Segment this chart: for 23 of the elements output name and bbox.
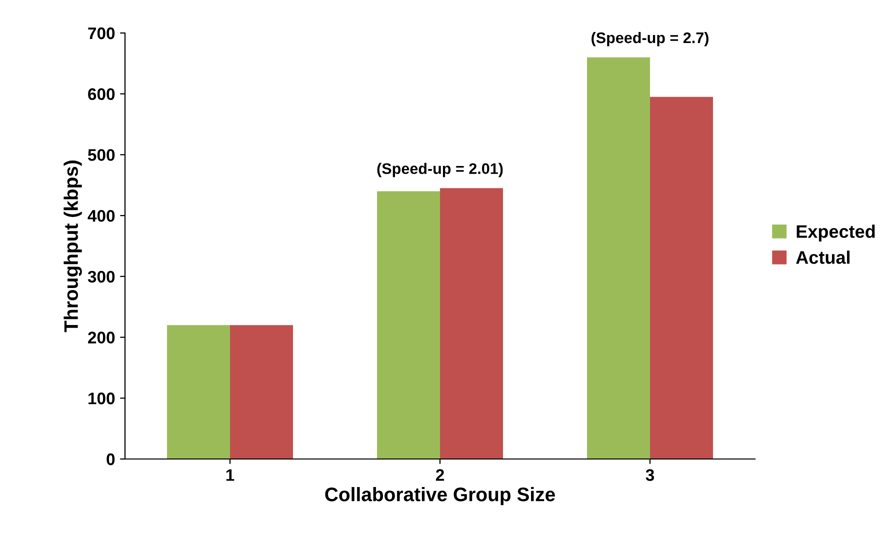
y-tick-label: 500: [88, 149, 115, 161]
legend-label: Actual: [796, 250, 850, 264]
y-tick-label: 600: [88, 88, 115, 100]
x-tick-label: 1: [226, 469, 234, 481]
x-axis-title: Collaborative Group Size: [325, 487, 555, 506]
y-tick-label: 400: [88, 210, 115, 222]
bar: [440, 188, 503, 459]
annotation: (Speed-up = 2.7): [592, 32, 708, 46]
y-tick-label: 700: [88, 27, 115, 40]
bar: [167, 325, 230, 459]
bar: [230, 325, 293, 459]
y-tick-label: 0: [106, 453, 115, 466]
x-tick-label: 3: [646, 469, 654, 481]
annotation: (Speed-up = 2.01): [377, 162, 503, 178]
x-tick-label: 2: [436, 469, 444, 481]
bar: [377, 191, 440, 459]
bar: [650, 96, 713, 459]
y-axis-title: Throughput (kbps): [64, 160, 82, 332]
y-tick-label: 300: [88, 270, 115, 283]
y-tick-label: 200: [88, 332, 115, 344]
y-tick-label: 100: [88, 392, 115, 404]
legend-label: Expected: [796, 224, 875, 242]
bar: [587, 57, 650, 459]
